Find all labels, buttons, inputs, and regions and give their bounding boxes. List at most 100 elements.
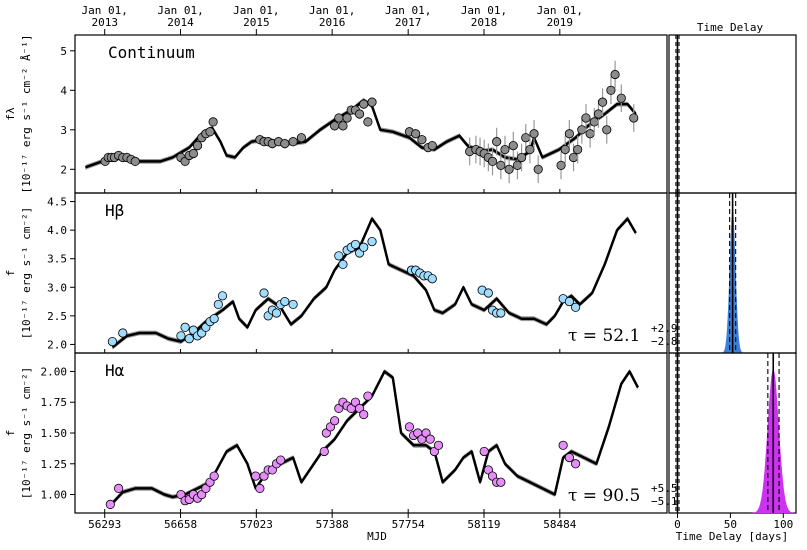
- data-point: [606, 85, 616, 95]
- data-point: [483, 288, 493, 298]
- data-point: [276, 455, 286, 465]
- data-point: [577, 125, 587, 135]
- data-point: [492, 137, 502, 147]
- data-point: [280, 139, 290, 149]
- data-point: [209, 314, 219, 324]
- data-point: [296, 133, 307, 143]
- data-point: [560, 144, 570, 155]
- data-point: [571, 302, 581, 312]
- top-tick-label-line1: Jan 01,: [309, 4, 355, 17]
- data-point: [205, 127, 215, 137]
- bottom-mjd-axis: 56293 56658 57023 57388 57754 58119 58484 0 50 10…: [88, 513, 793, 531]
- data-point: [367, 236, 377, 247]
- data-point: [533, 164, 543, 174]
- tau-lower-error: −5.1: [651, 495, 678, 508]
- data-point: [255, 483, 265, 493]
- data-point: [363, 117, 373, 127]
- data-point: [616, 93, 626, 103]
- y-tick-label: 1.75: [41, 396, 68, 409]
- top-tick-label-line2: 2015: [243, 16, 270, 29]
- data-point: [271, 308, 282, 318]
- x-tick-label: 56658: [164, 518, 197, 531]
- data-point: [411, 129, 421, 139]
- data-point: [359, 242, 369, 252]
- data-point: [319, 446, 329, 457]
- data-point: [213, 299, 223, 310]
- y-tick-label: 1.25: [41, 458, 68, 471]
- halpha-panel: 1.00 1.25 1.50 1.75 2.00 f [10⁻¹⁷ erg s⁻¹ cm⁻²…: [4, 352, 678, 514]
- x-tick-label: 57754: [392, 518, 425, 531]
- data-point: [589, 117, 599, 127]
- data-point: [479, 446, 489, 457]
- data-point: [105, 499, 115, 509]
- y-tick-label: 4.0: [47, 224, 67, 237]
- data-point: [288, 137, 298, 147]
- data-point: [433, 440, 444, 450]
- data-point: [496, 308, 506, 318]
- top-tick-label-line1: Jan 01,: [385, 4, 431, 17]
- data-point: [564, 296, 574, 307]
- y-axis-label-units: [10⁻¹⁷ erg s⁻¹ cm⁻²]: [20, 367, 33, 499]
- hbeta-panel: 2.0 2.5 3.0 3.5 4.0 4.5 f [10⁻¹⁷ erg s⁻¹ cm⁻²] H…: [4, 192, 678, 354]
- data-point: [359, 99, 369, 109]
- data-point: [359, 409, 369, 420]
- y-axis-label-symbol: f: [4, 270, 17, 277]
- data-point: [330, 416, 340, 426]
- hbeta-delay-panel: [668, 192, 797, 354]
- y-tick-label: 3: [60, 124, 67, 137]
- data-point: [529, 129, 539, 139]
- continuum-panel: 2 3 4 5 fλ [10⁻¹⁷ erg s⁻¹ cm⁻² Å⁻¹] Continuum: [4, 34, 668, 194]
- data-point: [259, 288, 269, 298]
- y-tick-label: 1.50: [41, 427, 68, 440]
- data-point: [363, 391, 373, 401]
- data-point: [338, 259, 348, 270]
- x-axis-label: MJD: [367, 530, 387, 543]
- time-delay-xlabel: Time Delay [days]: [676, 530, 789, 543]
- top-tick-label-line2: 2018: [471, 16, 498, 29]
- data-point: [130, 156, 140, 166]
- y-axis-label-symbol: f: [4, 430, 17, 437]
- data-point: [629, 113, 639, 123]
- data-point: [188, 148, 198, 159]
- data-point: [425, 434, 435, 444]
- data-point: [558, 440, 568, 450]
- data-point: [496, 160, 506, 170]
- tau-value: τ = 52.1: [568, 326, 640, 346]
- panel-label: Hα: [105, 361, 125, 380]
- data-point: [598, 97, 608, 107]
- panel-label: Hβ: [105, 201, 124, 220]
- delay-panel-frame: [668, 34, 797, 194]
- data-point: [338, 121, 348, 131]
- data-point: [496, 477, 506, 487]
- halpha-delay-panel: [668, 352, 797, 514]
- top-tick-label-line2: 2014: [167, 16, 194, 29]
- x-tick-label: 57388: [316, 518, 349, 531]
- y-axis-label-units: [10⁻¹⁷ erg s⁻¹ cm⁻²]: [20, 207, 33, 339]
- y-tick-label: 3.0: [47, 281, 67, 294]
- tau-lower-error: −2.8: [651, 335, 678, 348]
- top-tick-label-line2: 2017: [395, 16, 422, 29]
- data-point: [508, 141, 518, 151]
- data-point: [217, 291, 228, 301]
- y-tick-label: 2.00: [41, 365, 68, 378]
- data-point: [564, 129, 574, 139]
- data-point: [342, 113, 352, 123]
- top-tick-label-line1: Jan 01,: [461, 4, 507, 17]
- data-point: [525, 144, 535, 155]
- y-tick-label: 2.5: [47, 310, 67, 323]
- data-point: [192, 141, 203, 151]
- data-point: [107, 336, 117, 347]
- top-tick-label-line1: Jan 01,: [233, 4, 279, 17]
- delay-panel-frame: [668, 352, 797, 514]
- x-tick-label: 58119: [467, 518, 500, 531]
- tau-upper-error: +5.5: [651, 482, 678, 495]
- data-point: [288, 299, 298, 310]
- data-point: [500, 144, 510, 155]
- data-point: [581, 113, 591, 123]
- time-delay-title: Time Delay: [697, 21, 764, 34]
- data-point: [504, 164, 514, 174]
- right-x-tick-label: 100: [773, 518, 793, 531]
- data-point: [571, 459, 581, 469]
